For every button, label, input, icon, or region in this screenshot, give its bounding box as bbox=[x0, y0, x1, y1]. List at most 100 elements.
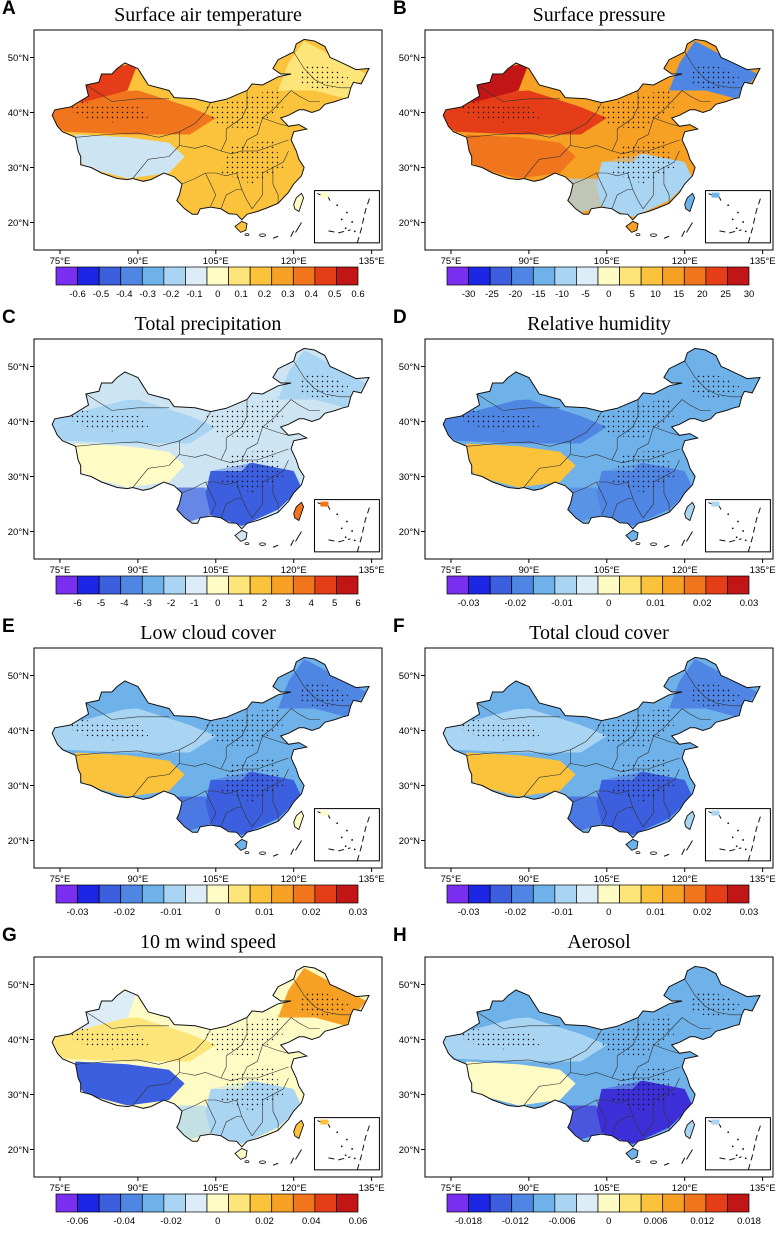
island-marker bbox=[650, 542, 657, 546]
inset-island bbox=[735, 536, 738, 539]
inset-island bbox=[346, 1138, 348, 1141]
colorbar-box bbox=[185, 1193, 208, 1213]
colorbar-box bbox=[336, 575, 359, 595]
colorbar-label: -20 bbox=[508, 289, 522, 300]
colorbar-label: -5 bbox=[97, 598, 105, 609]
colorbar-label: -0.02 bbox=[504, 907, 526, 918]
province-line bbox=[611, 1116, 633, 1136]
inset-island bbox=[336, 822, 339, 825]
taiwan-outline bbox=[684, 810, 696, 831]
colorbar-box bbox=[271, 575, 294, 595]
island-marker bbox=[650, 1160, 657, 1164]
colorbar-label: 0.4 bbox=[305, 289, 318, 300]
region-south-west bbox=[565, 1105, 602, 1142]
country-outline bbox=[51, 965, 370, 1148]
colorbar-label: 0.006 bbox=[644, 1216, 668, 1227]
hainan-outline bbox=[234, 838, 248, 851]
province-line bbox=[75, 720, 211, 756]
island-marker bbox=[244, 542, 250, 546]
province-line bbox=[75, 102, 211, 138]
x-tick-label: 105°E bbox=[594, 874, 620, 885]
colorbar-box bbox=[489, 1193, 513, 1213]
colorbar-box bbox=[98, 884, 122, 904]
y-tick-label: 30°N bbox=[8, 163, 29, 174]
province-line bbox=[290, 90, 320, 102]
colorbar-box bbox=[727, 884, 750, 904]
inset-box bbox=[313, 190, 380, 244]
colorbar-box bbox=[141, 575, 165, 595]
taiwan-outline bbox=[293, 810, 305, 831]
inset-box bbox=[704, 190, 771, 244]
province-line bbox=[596, 481, 608, 516]
significance-stipple bbox=[60, 990, 351, 1111]
x-tick-label: 105°E bbox=[203, 874, 229, 885]
province-line bbox=[476, 1011, 560, 1029]
colorbar-box bbox=[683, 1193, 707, 1213]
colorbar-label: 15 bbox=[674, 289, 685, 300]
colorbar-box bbox=[511, 266, 534, 286]
colorbar-box bbox=[576, 266, 599, 286]
province-line bbox=[611, 498, 633, 518]
province-line bbox=[251, 459, 289, 518]
stipple-region bbox=[60, 1023, 149, 1050]
colorbar-label: 0.01 bbox=[646, 907, 665, 918]
colorbar-box bbox=[554, 1193, 577, 1213]
province-line bbox=[251, 768, 289, 827]
inset-island bbox=[735, 227, 738, 230]
province-line bbox=[476, 702, 560, 720]
inset-island bbox=[727, 513, 730, 516]
colorbar-label: -0.6 bbox=[69, 289, 85, 300]
panel-letter: C bbox=[2, 307, 16, 328]
province-line bbox=[251, 1077, 289, 1136]
province-line bbox=[523, 131, 571, 179]
x-tick-label: 75°E bbox=[50, 874, 71, 885]
inset-island bbox=[735, 1154, 738, 1157]
colorbar-box bbox=[249, 575, 273, 595]
island-marker bbox=[259, 851, 266, 855]
y-tick-label: 50°N bbox=[8, 980, 29, 991]
colorbar-label: 0 bbox=[215, 289, 220, 300]
province-line bbox=[241, 1066, 289, 1079]
province-line bbox=[681, 1017, 711, 1029]
colorbar-box bbox=[249, 1193, 273, 1213]
province-line bbox=[627, 481, 644, 518]
panel-letter: E bbox=[2, 616, 15, 637]
inset-island bbox=[340, 218, 343, 221]
province-line bbox=[653, 117, 680, 127]
x-tick-label: 120°E bbox=[672, 565, 698, 576]
colorbar-label: -0.01 bbox=[160, 907, 182, 918]
inset-box bbox=[313, 808, 380, 862]
taiwan-outline bbox=[293, 501, 305, 522]
colorbar-box bbox=[640, 266, 664, 286]
island-marker bbox=[259, 542, 266, 546]
colorbar-box bbox=[314, 266, 337, 286]
taiwan-outline bbox=[684, 1119, 696, 1140]
stipple-region bbox=[298, 990, 351, 1018]
colorbar-box bbox=[98, 1193, 122, 1213]
province-line bbox=[220, 90, 248, 152]
province-line bbox=[653, 426, 680, 436]
province-line bbox=[293, 51, 351, 89]
colorbar-label: 0.03 bbox=[349, 907, 368, 918]
island-marker bbox=[635, 542, 641, 546]
x-tick-label: 135°E bbox=[359, 874, 385, 885]
colorbar-label: -2 bbox=[167, 598, 175, 609]
panel-title: Surface pressure bbox=[532, 4, 666, 26]
colorbar-label: 0.6 bbox=[351, 289, 364, 300]
province-line bbox=[476, 84, 560, 102]
province-line bbox=[642, 150, 680, 209]
province-line bbox=[293, 360, 351, 398]
colorbar-box bbox=[292, 884, 316, 904]
colorbar-box bbox=[163, 884, 186, 904]
province-line bbox=[684, 669, 742, 707]
colorbar-box bbox=[446, 884, 469, 904]
colorbar-label: -0.02 bbox=[504, 598, 526, 609]
province-line bbox=[236, 172, 253, 209]
taiwan-outline bbox=[293, 1119, 305, 1140]
inset-land bbox=[711, 501, 720, 507]
colorbar-box bbox=[446, 1193, 469, 1213]
province-boundaries bbox=[75, 51, 351, 209]
panel-title: Aerosol bbox=[567, 931, 631, 953]
colorbar-box bbox=[489, 575, 513, 595]
province-line bbox=[570, 454, 633, 464]
